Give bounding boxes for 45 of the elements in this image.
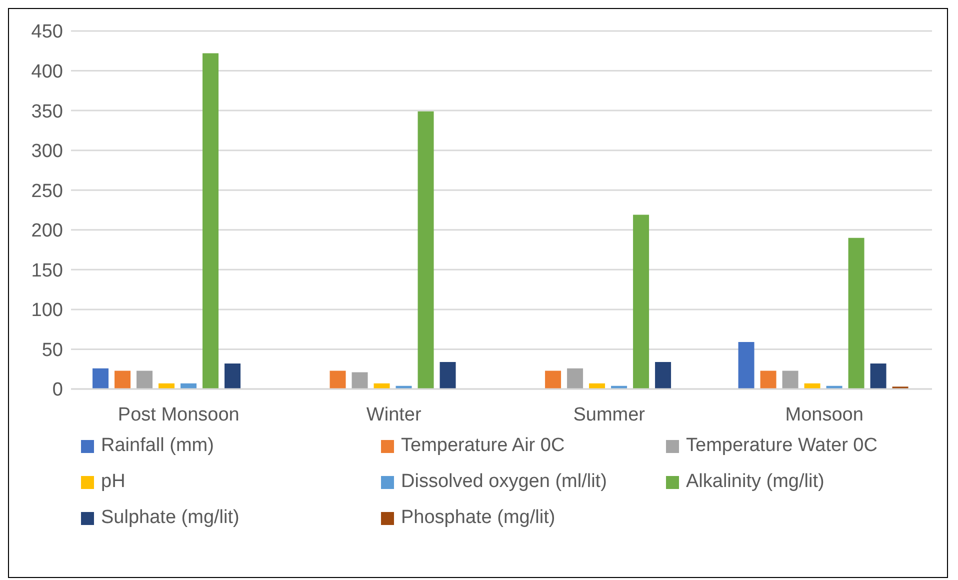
legend-label: Sulphate (mg/lit) xyxy=(101,507,240,529)
legend-label: Alkalinity (mg/lit) xyxy=(686,471,824,493)
x-tick-label: Summer xyxy=(573,404,646,426)
y-tick-label: 300 xyxy=(31,141,63,162)
bar xyxy=(440,362,456,389)
bar xyxy=(136,370,153,389)
y-tick-label: 350 xyxy=(31,101,63,122)
bar xyxy=(224,364,241,389)
legend-label: Phosphate (mg/lit) xyxy=(401,507,556,529)
bar xyxy=(180,383,197,389)
legend-label: Temperature Water 0C xyxy=(686,435,878,457)
bar xyxy=(202,53,219,389)
x-tick-label: Winter xyxy=(366,404,422,426)
y-tick-label: 200 xyxy=(31,220,63,242)
bar xyxy=(655,362,672,389)
y-tick-label: 0 xyxy=(52,380,63,401)
y-tick-label: 250 xyxy=(31,180,63,202)
legend-label: pH xyxy=(101,471,126,493)
y-tick-label: 50 xyxy=(42,340,63,361)
y-tick-label: 450 xyxy=(31,22,63,43)
bar xyxy=(589,383,606,389)
x-tick-label: Post Monsoon xyxy=(118,404,240,426)
bar xyxy=(567,368,584,389)
bar xyxy=(352,372,368,389)
bar xyxy=(738,342,754,389)
bar xyxy=(760,370,776,389)
bar xyxy=(848,238,864,389)
y-tick-label: 150 xyxy=(31,260,63,282)
bar xyxy=(374,383,390,389)
bar xyxy=(782,370,798,389)
legend-label: Dissolved oxygen (ml/lit) xyxy=(401,471,607,493)
bar xyxy=(114,370,131,389)
bar xyxy=(418,111,434,389)
bar xyxy=(804,383,820,389)
y-tick-label: 400 xyxy=(31,62,63,83)
legend-label: Temperature Air 0C xyxy=(401,435,565,457)
x-tick-label: Monsoon xyxy=(785,404,864,426)
bar xyxy=(545,370,562,389)
bar xyxy=(330,370,346,389)
bar xyxy=(158,383,175,389)
bar xyxy=(870,364,886,389)
bar xyxy=(633,214,650,389)
bar xyxy=(92,368,109,389)
y-tick-label: 100 xyxy=(31,300,63,322)
legend-label: Rainfall (mm) xyxy=(101,435,214,457)
